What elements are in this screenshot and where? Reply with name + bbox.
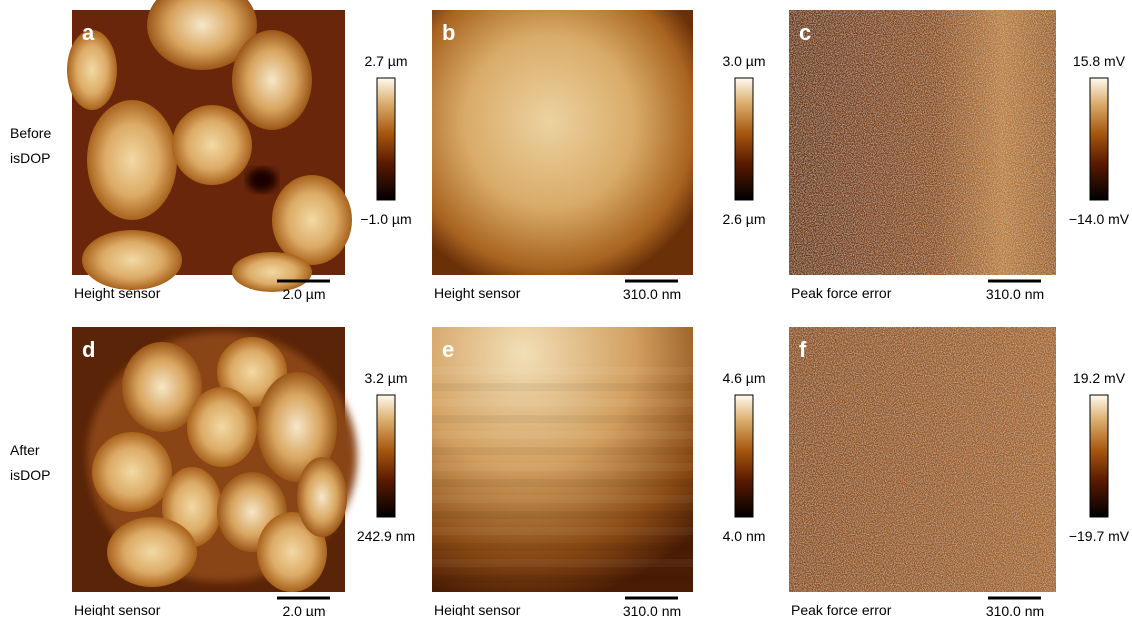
image-bg [432,10,693,275]
scan-line [432,383,693,391]
scan-line [432,511,693,519]
scale-label: 310.0 nm [986,603,1044,616]
grain [272,175,352,265]
panel-letter: f [799,337,807,362]
colorbar-min: −14.0 mV [1069,211,1130,227]
colorbar-max: 15.8 mV [1073,53,1126,69]
scan-line [432,479,693,487]
scan-line [432,495,693,503]
colorbar-max: 19.2 mV [1073,370,1126,386]
colorbar [1090,78,1108,200]
scale-label: 310.0 nm [986,286,1044,302]
scan-line [432,527,693,535]
panel: c Peak force error 310.0 nm 15.8 mV −14.0 mV [789,10,1130,302]
row-label: After [10,442,40,458]
colorbar [377,395,395,517]
panel-letter: a [82,20,95,45]
colorbar-max: 3.0 µm [722,53,765,69]
grain [107,517,197,587]
image-bg [789,327,1056,592]
caption: Peak force error [791,285,892,301]
scan-line [432,415,693,423]
grain [297,457,347,537]
panel-letter: d [82,337,95,362]
shadow [247,168,277,192]
image-bg [432,327,693,592]
colorbar [735,78,753,200]
colorbar-min: 4.0 nm [723,528,766,544]
scan-line [432,575,693,583]
scale-label: 2.0 µm [282,603,325,616]
colorbar-min: 242.9 nm [357,528,415,544]
scan-line [432,559,693,567]
caption: Peak force error [791,602,892,616]
colorbar-max: 2.7 µm [364,53,407,69]
scan-line [432,367,693,375]
row-label: Before [10,125,51,141]
grain [172,105,252,185]
scale-label: 310.0 nm [623,603,681,616]
panel: a Height sensor 2.0 µm 2.7 µm −1.0 µm [67,0,412,302]
caption: Height sensor [434,285,521,301]
colorbar [377,78,395,200]
colorbar-min: −1.0 µm [360,211,411,227]
caption: Height sensor [74,602,161,616]
grain [87,100,177,220]
colorbar [1090,395,1108,517]
colorbar-min: 2.6 µm [722,211,765,227]
panel: f Peak force error 310.0 nm 19.2 mV −19.7 mV [789,327,1130,616]
scan-line [432,463,693,471]
colorbar-max: 3.2 µm [364,370,407,386]
colorbar-max: 4.6 µm [722,370,765,386]
panel: e Height sensor 310.0 nm 4.6 µm 4.0 nm [432,327,766,616]
scale-label: 2.0 µm [282,286,325,302]
scan-line [432,399,693,407]
grain [232,30,312,130]
panel-letter: b [442,20,455,45]
scan-line [432,447,693,455]
panels: Before isDOP a Height sensor 2.0 µm 2.7 µm −1.… [10,0,1130,616]
figure: Before isDOP a Height sensor 2.0 µm 2.7 µm −1.… [0,0,1132,616]
panel-letter: c [799,20,811,45]
panel: b Height sensor 310.0 nm 3.0 µm 2.6 µm [432,10,766,302]
grain [92,432,172,512]
row-label: isDOP [10,467,50,483]
grain [187,387,257,467]
image-bg [789,10,1056,275]
scan-line [432,543,693,551]
panel-letter: e [442,337,454,362]
scale-label: 310.0 nm [623,286,681,302]
panel: d Height sensor 2.0 µm 3.2 µm 242.9 nm [72,327,415,616]
grain [82,230,182,290]
colorbar-min: −19.7 mV [1069,528,1130,544]
caption: Height sensor [434,602,521,616]
row-label: isDOP [10,150,50,166]
scan-line [432,431,693,439]
caption: Height sensor [74,285,161,301]
colorbar [735,395,753,517]
